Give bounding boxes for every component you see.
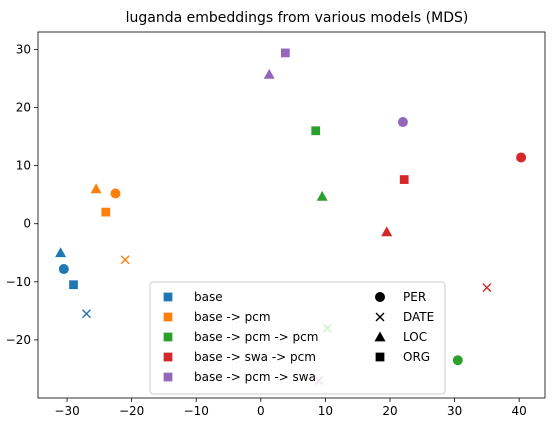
legend-entity-label: LOC [403, 330, 427, 344]
legend-entity-marker [375, 292, 385, 302]
legend-model-label: base -> pcm -> pcm [194, 330, 318, 344]
data-point-0-date-stroke-b [81, 309, 91, 319]
axes-frame [37, 31, 546, 399]
legend-model-swatch [163, 312, 173, 322]
data-point-4-per [397, 117, 408, 128]
data-point-4-org [280, 48, 290, 58]
legend-entity-marker [374, 331, 386, 342]
data-point-0-date [81, 309, 91, 319]
data-point-2-loc [316, 190, 328, 201]
legend-entity-label: ORG [403, 350, 430, 364]
x-tick-label: 20 [382, 404, 397, 418]
legend-entity-label: DATE [403, 310, 434, 324]
legend-entity-marker [375, 352, 385, 362]
axes: −30 −20 −10 0 10 20 30 40 −20 −10 0 10 20 30 [6, 31, 546, 418]
x-tick-label: −30 [54, 404, 79, 418]
data-point-1-loc [90, 183, 102, 194]
legend-box [149, 281, 446, 395]
x-tick-label: 10 [318, 404, 333, 418]
legend-entity-label: PER [403, 290, 426, 304]
legend-entity-marker [375, 312, 385, 322]
legend-model-swatch [163, 372, 173, 382]
x-tick-label: 30 [447, 404, 462, 418]
chart-title: luganda embeddings from various models (… [126, 10, 469, 26]
legend-entity-marker-stroke-b [375, 312, 385, 322]
data-point-0-loc [55, 247, 67, 258]
x-tick-label: 0 [257, 404, 265, 418]
data-point-2-per [452, 355, 463, 366]
legend-model-swatch [163, 352, 173, 362]
x-tick-label: 40 [512, 404, 527, 418]
legend-model-label: base [194, 290, 223, 304]
data-point-1-per [110, 188, 121, 199]
legend-model-label: base -> pcm [194, 310, 271, 324]
legend-model-label: base -> pcm -> swa [194, 370, 316, 384]
y-tick-label: 10 [16, 159, 31, 173]
x-tick-label: −20 [119, 404, 144, 418]
legend-model-label: base -> swa -> pcm [194, 350, 316, 364]
data-point-0-org [69, 280, 78, 290]
data-point-3-date [482, 283, 492, 293]
legend-model-swatch [163, 292, 173, 302]
data-point-3-loc [381, 226, 393, 237]
data-point-1-date-stroke-b [120, 255, 130, 265]
data-point-2-org [311, 126, 321, 136]
data-point-1-date [120, 255, 130, 265]
data-point-0-per [58, 264, 69, 275]
y-tick-label: 20 [16, 101, 31, 115]
data-point-4-loc [263, 68, 275, 79]
data-point-3-per [516, 152, 527, 163]
y-tick-label: −20 [6, 333, 31, 347]
x-tick-label: −10 [184, 404, 209, 418]
y-tick-label: 0 [23, 217, 31, 231]
y-tick-label: 30 [16, 42, 31, 56]
legend-model-swatch [163, 332, 173, 342]
data-point-3-date-stroke-b [482, 283, 492, 293]
y-tick-label: −10 [6, 275, 31, 289]
data-point-3-org [399, 175, 409, 184]
data-point-1-org [101, 207, 111, 217]
legend: base base -> pcm base -> pcm -> pcm base ->… [149, 281, 446, 395]
